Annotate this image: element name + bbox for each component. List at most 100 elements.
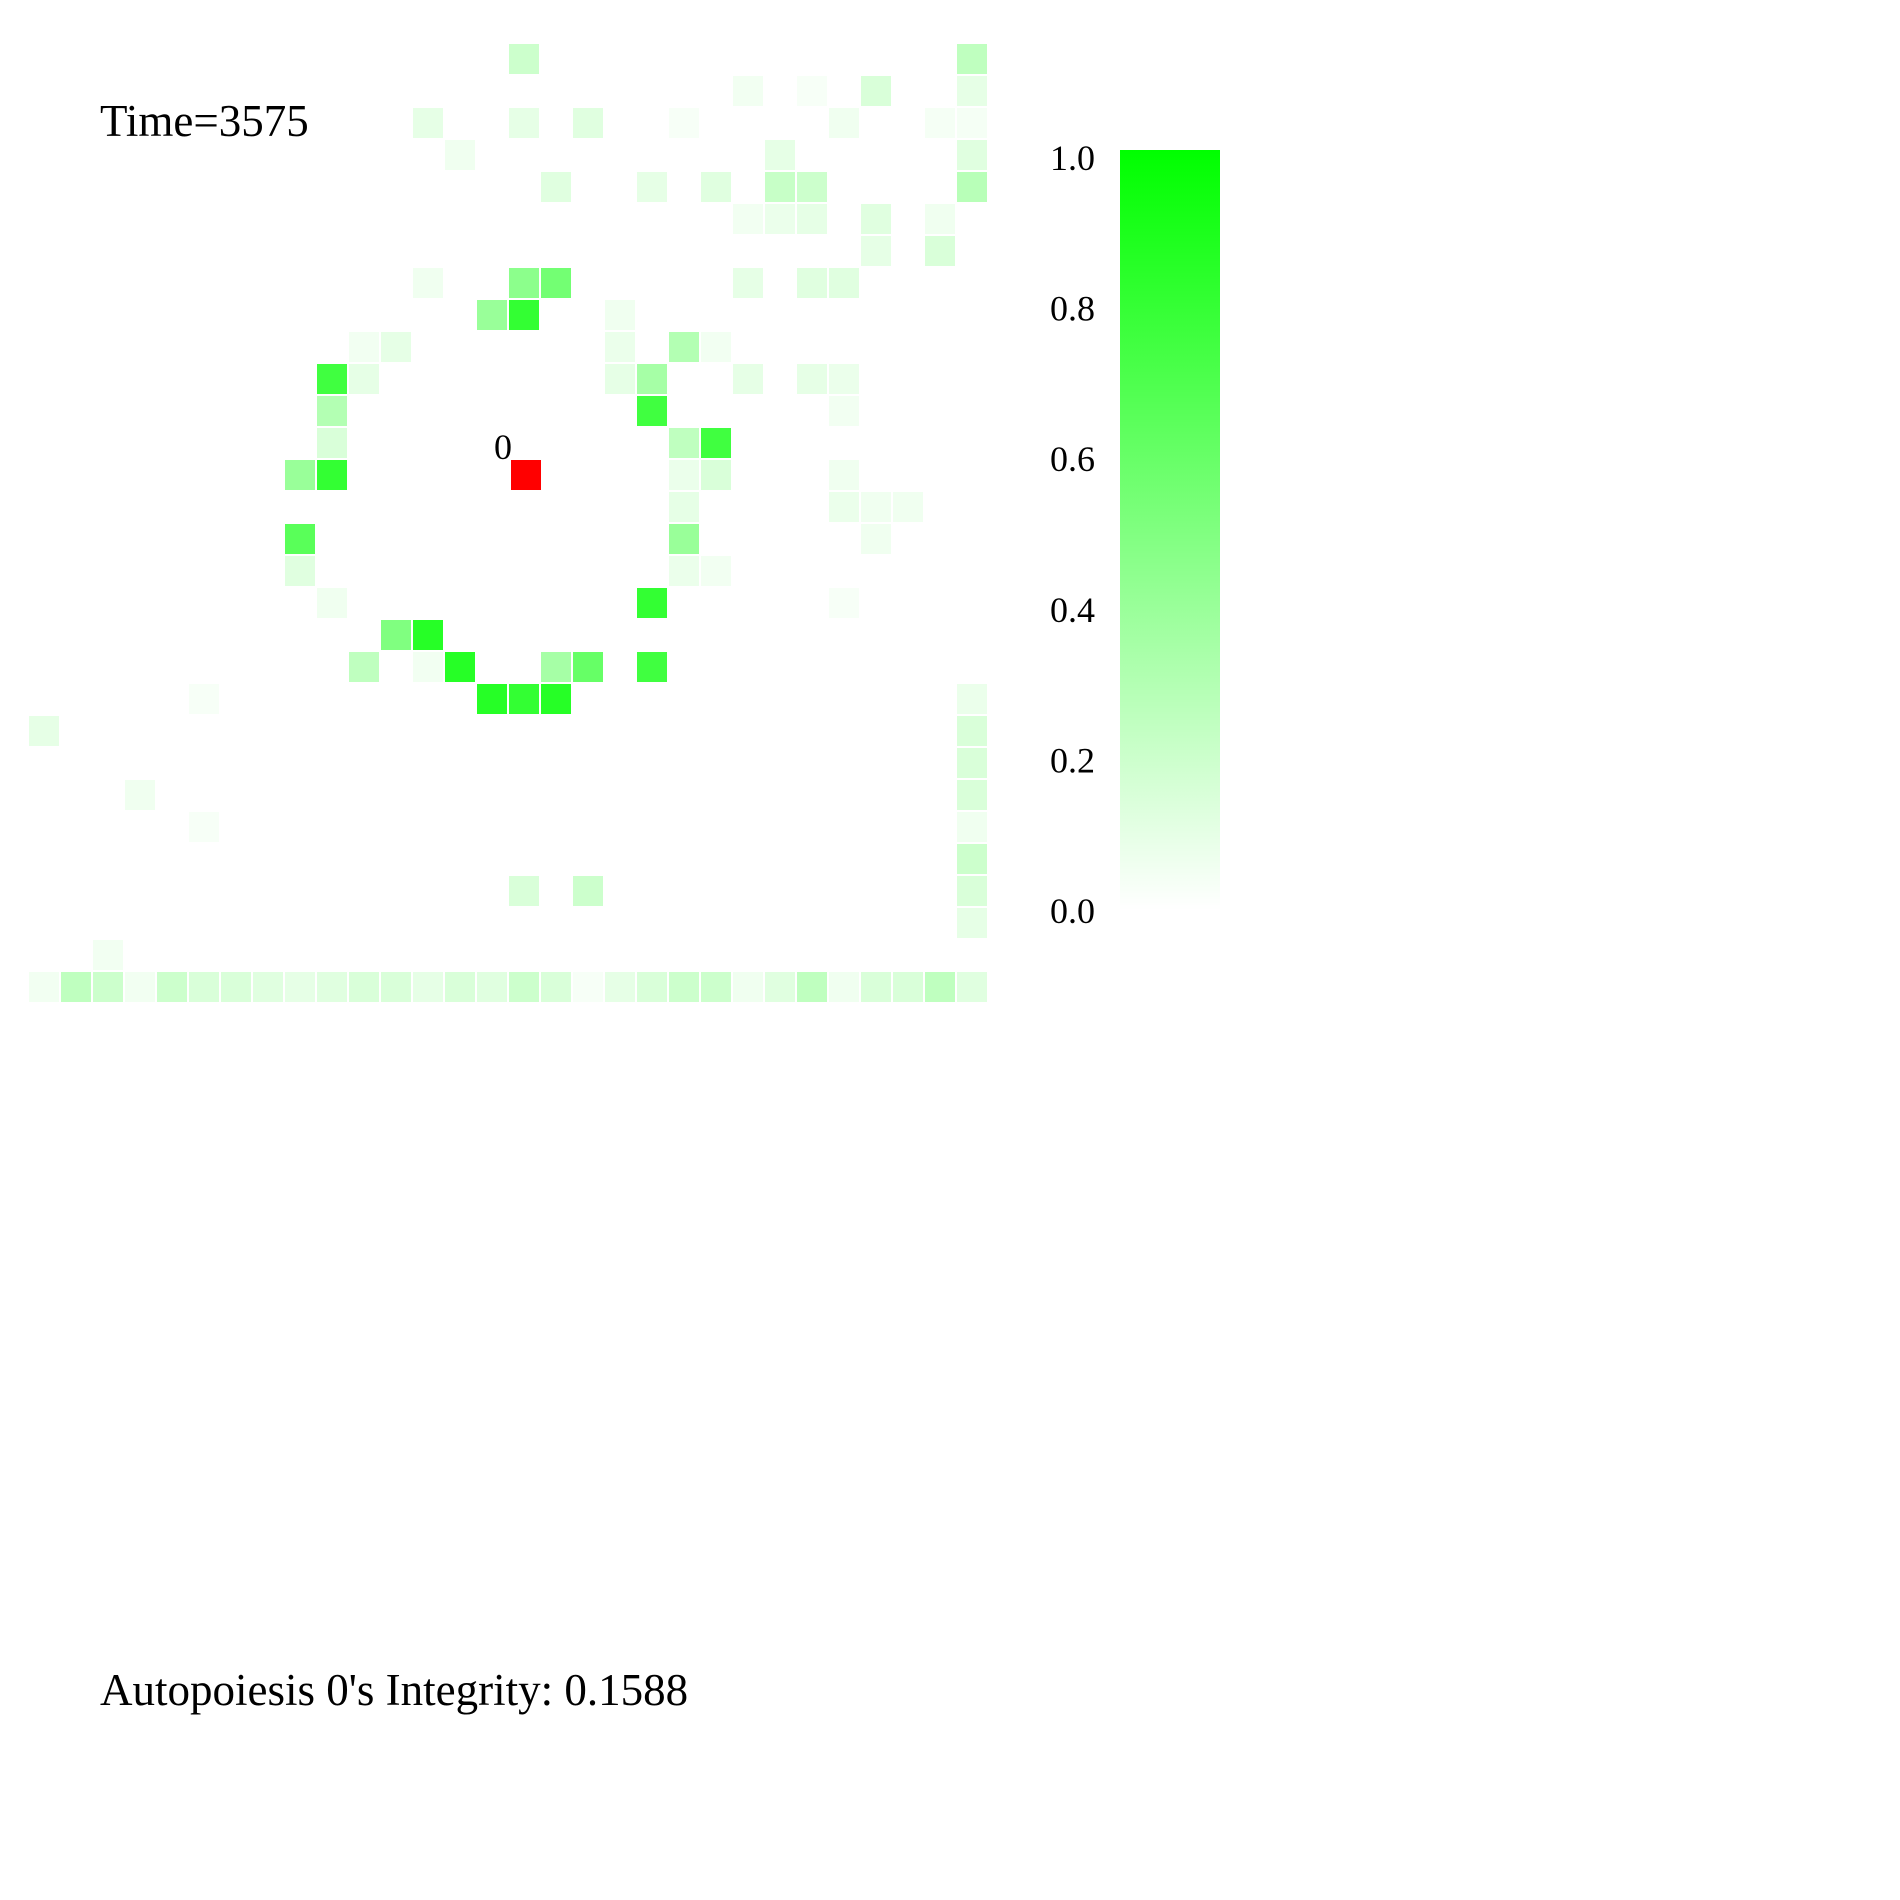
heatmap-cell: [925, 972, 955, 1002]
heatmap-cell: [317, 460, 347, 490]
heatmap-cell: [733, 204, 763, 234]
heatmap-cell: [413, 108, 443, 138]
heatmap-cell: [573, 108, 603, 138]
heatmap-cell: [957, 972, 987, 1002]
heatmap-cell: [829, 396, 859, 426]
heatmap-cell: [349, 332, 379, 362]
heatmap-cell: [61, 972, 91, 1002]
heatmap-cell: [701, 556, 731, 586]
colorbar-ticks: 0.0 0.2 0.4 0.6 0.8 1.0: [1050, 138, 1095, 931]
heatmap-cell: [957, 844, 987, 874]
heatmap-cell: [957, 716, 987, 746]
heatmap-cell: [957, 172, 987, 202]
heatmap-cell: [829, 108, 859, 138]
heatmap-cell: [317, 972, 347, 1002]
heatmap-cell: [861, 972, 891, 1002]
heatmap-cell: [445, 652, 475, 682]
heatmap-cell: [829, 268, 859, 298]
heatmap-cell: [381, 332, 411, 362]
heatmap-cell: [669, 492, 699, 522]
heatmap-cell: [349, 364, 379, 394]
heatmap-cell: [605, 364, 635, 394]
heatmap-cell: [669, 556, 699, 586]
heatmap-cell: [701, 172, 731, 202]
heatmap-cell: [413, 972, 443, 1002]
heatmap-cell: [957, 812, 987, 842]
heatmap-cell: [925, 236, 955, 266]
heatmap-cell: [701, 332, 731, 362]
heatmap-cell: [925, 204, 955, 234]
heatmap-cell: [669, 108, 699, 138]
heatmap-cell: [605, 972, 635, 1002]
heatmap-cell: [669, 524, 699, 554]
heatmap-cell: [797, 268, 827, 298]
heatmap-cell: [477, 972, 507, 1002]
heatmap-cell: [189, 812, 219, 842]
heatmap-cell: [669, 460, 699, 490]
heatmap-cell: [285, 460, 315, 490]
heatmap-cells: [29, 44, 987, 1002]
heatmap-cell: [285, 972, 315, 1002]
heatmap-cell: [701, 972, 731, 1002]
heatmap-cell: [925, 108, 955, 138]
heatmap-cell: [765, 972, 795, 1002]
heatmap-cell: [509, 300, 539, 330]
colorbar-tick-label: 0.8: [1050, 289, 1095, 329]
heatmap-cell: [637, 172, 667, 202]
heatmap-cell: [829, 364, 859, 394]
heatmap-cell: [189, 684, 219, 714]
colorbar-tick-label: 1.0: [1050, 138, 1095, 178]
heatmap-cell: [797, 364, 827, 394]
heatmap-cell: [861, 76, 891, 106]
heatmap-cell: [669, 428, 699, 458]
heatmap-cell: [509, 684, 539, 714]
heatmap-cell: [93, 940, 123, 970]
heatmap-cell: [317, 588, 347, 618]
heatmap-cell: [797, 204, 827, 234]
heatmap-cell: [605, 332, 635, 362]
heatmap-cell: [637, 588, 667, 618]
heatmap-cell: [637, 972, 667, 1002]
heatmap-cell: [829, 972, 859, 1002]
marker-square: [511, 460, 541, 490]
heatmap-cell: [349, 972, 379, 1002]
heatmap-cell: [317, 364, 347, 394]
heatmap-cell: [381, 972, 411, 1002]
heatmap-cell: [541, 684, 571, 714]
heatmap-cell: [29, 972, 59, 1002]
heatmap-cell: [541, 972, 571, 1002]
heatmap-cell: [957, 748, 987, 778]
heatmap-cell: [765, 172, 795, 202]
heatmap-cell: [29, 716, 59, 746]
heatmap-cell: [125, 972, 155, 1002]
heatmap-cell: [957, 908, 987, 938]
heatmap-cell: [413, 268, 443, 298]
center-marker: 0: [494, 427, 541, 490]
heatmap-cell: [861, 236, 891, 266]
heatmap-cell: [285, 524, 315, 554]
heatmap-cell: [957, 108, 987, 138]
heatmap-cell: [669, 332, 699, 362]
heatmap-cell: [125, 780, 155, 810]
heatmap-cell: [829, 588, 859, 618]
heatmap-cell: [957, 76, 987, 106]
heatmap-cell: [413, 652, 443, 682]
colorbar-tick-label: 0.2: [1050, 740, 1095, 780]
integrity-label: Autopoiesis 0's Integrity: 0.1588: [100, 1665, 688, 1715]
heatmap-cell: [701, 460, 731, 490]
heatmap-cell: [733, 972, 763, 1002]
heatmap-cell: [605, 300, 635, 330]
heatmap-cell: [349, 652, 379, 682]
heatmap-cell: [893, 492, 923, 522]
heatmap-cell: [701, 428, 731, 458]
heatmap-cell: [221, 972, 251, 1002]
heatmap-cell: [189, 972, 219, 1002]
heatmap-cell: [317, 428, 347, 458]
heatmap-cell: [893, 972, 923, 1002]
heatmap-cell: [957, 684, 987, 714]
heatmap-cell: [957, 876, 987, 906]
heatmap-cell: [413, 620, 443, 650]
heatmap-cell: [637, 652, 667, 682]
heatmap-cell: [381, 620, 411, 650]
colorbar: [1120, 150, 1220, 910]
